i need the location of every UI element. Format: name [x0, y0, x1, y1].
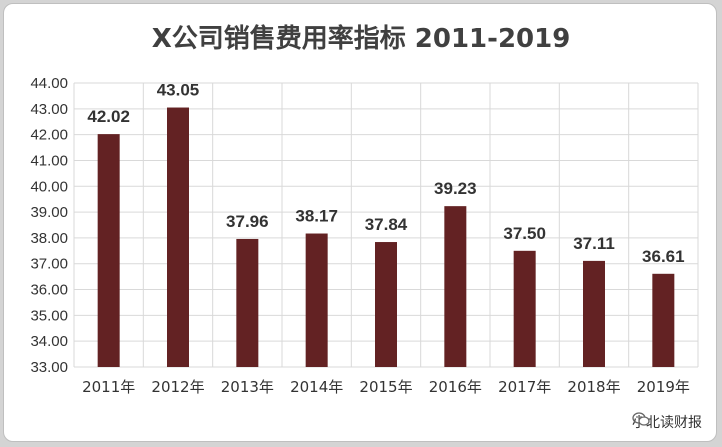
x-tick-label: 2018年 — [567, 378, 620, 396]
chart-frame: X公司销售费用率指标 2011-2019 33.00 34.00 35.00 36.0… — [3, 3, 717, 442]
chart-title: X公司销售费用率指标 2011-2019 — [151, 24, 571, 54]
x-tick-label: 2013年 — [221, 378, 274, 396]
y-tick-label: 38.00 — [30, 230, 68, 247]
bar-value-label: 36.61 — [642, 247, 685, 266]
bar — [236, 238, 259, 367]
y-tick-label: 33.00 — [30, 359, 68, 376]
bar-value-label: 38.17 — [295, 207, 338, 226]
bar-value-label: 39.23 — [434, 179, 477, 198]
bar — [375, 242, 397, 367]
bar-value-label: 42.02 — [87, 107, 130, 126]
bar — [513, 250, 536, 367]
y-tick-label: 34.00 — [30, 333, 68, 350]
x-tick-label: 2012年 — [151, 378, 204, 396]
bar-chart: 33.00 34.00 35.00 36.00 37.00 38.00 39.00 40.00… — [30, 75, 699, 396]
bar — [583, 260, 605, 367]
bar — [652, 273, 675, 367]
x-tick-label: 2011年 — [82, 378, 135, 396]
y-tick-label: 44.00 — [30, 75, 68, 92]
x-tick-label: 2017年 — [498, 378, 551, 396]
y-tick-label: 43.00 — [30, 101, 68, 118]
bar-value-label: 37.96 — [226, 212, 269, 231]
bar-value-label: 43.05 — [157, 81, 200, 100]
y-tick-label: 40.00 — [30, 178, 68, 195]
bar — [305, 233, 328, 367]
y-tick-label: 41.00 — [30, 152, 68, 169]
x-tick-label: 2016年 — [429, 378, 482, 396]
x-tick-label: 2014年 — [290, 378, 343, 396]
y-tick-label: 42.00 — [30, 127, 68, 144]
bar-value-label: 37.84 — [365, 215, 408, 234]
y-tick-label: 37.00 — [30, 256, 68, 273]
wechat-icon — [632, 412, 650, 426]
bar — [167, 107, 189, 367]
watermark: 小北读财报 — [632, 412, 702, 432]
y-tick-label: 35.00 — [30, 307, 68, 324]
bar-value-label: 37.50 — [503, 224, 546, 243]
x-tick-label: 2019年 — [637, 378, 690, 396]
x-tick-label: 2015年 — [359, 378, 412, 396]
bar — [444, 206, 467, 367]
bar — [97, 134, 120, 367]
bar-value-label: 37.11 — [573, 234, 615, 253]
y-tick-label: 39.00 — [30, 204, 68, 221]
y-tick-label: 36.00 — [30, 282, 68, 299]
watermark-text: 小北读财报 — [632, 415, 702, 431]
